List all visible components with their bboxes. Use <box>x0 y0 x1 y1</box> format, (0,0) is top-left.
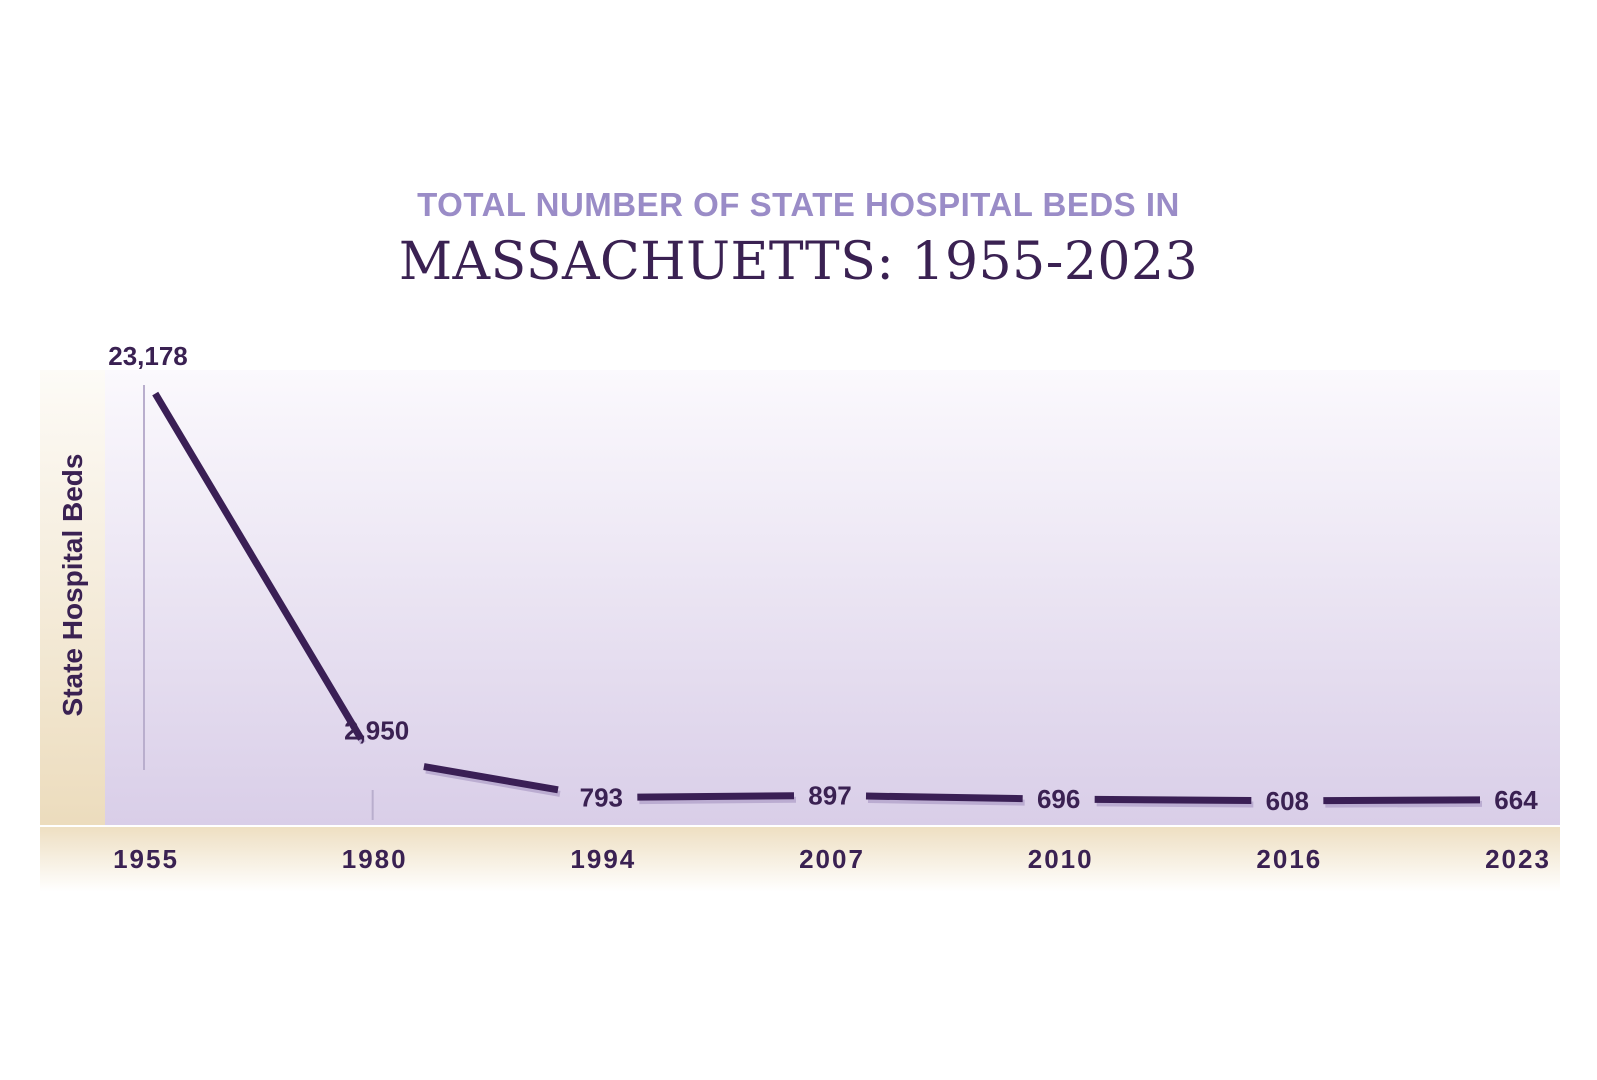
data-label: 897 <box>808 780 851 810</box>
line-segment <box>865 792 1023 803</box>
line-segment <box>637 792 795 801</box>
y-axis-band <box>40 370 105 825</box>
chart-title-main: MASSACHUETTS: 1955-2023 <box>398 232 1199 292</box>
y-axis-label: State Hospital Beds <box>57 454 88 717</box>
line-segment-shadow <box>1096 800 1254 808</box>
plot-area <box>40 370 1560 825</box>
data-label: 664 <box>1494 785 1538 815</box>
x-tick-label: 2016 <box>1256 844 1322 874</box>
x-tick-label: 2023 <box>1485 844 1551 874</box>
line-segment-shadow <box>425 767 561 797</box>
data-label: 793 <box>580 782 623 812</box>
x-tick-label: 2010 <box>1028 844 1094 874</box>
data-label: 608 <box>1266 786 1309 816</box>
line-segment <box>1094 795 1252 805</box>
data-label: 696 <box>1037 784 1080 814</box>
x-tick-label: 1955 <box>113 844 179 874</box>
line-segment-shadow <box>639 796 797 805</box>
line-segment <box>423 763 559 794</box>
chart-title-top: TOTAL NUMBER OF STATE HOSPITAL BEDS IN <box>417 186 1180 223</box>
line-segment-shadow <box>1325 800 1483 808</box>
x-axis-band <box>40 827 1560 892</box>
x-tick-label: 1994 <box>570 844 636 874</box>
x-tick-label: 1980 <box>342 844 408 874</box>
x-tick-label: 2007 <box>799 844 865 874</box>
line-segment-shadow <box>867 797 1025 806</box>
data-label: 23,178 <box>108 341 188 371</box>
line-segment <box>152 391 365 741</box>
data-label: 2,950 <box>344 716 409 746</box>
chart-marks: 23,178 2,950 793 897 696 608 664 1955 1980 1994 20… <box>108 341 1551 874</box>
line-segment <box>1323 796 1481 805</box>
